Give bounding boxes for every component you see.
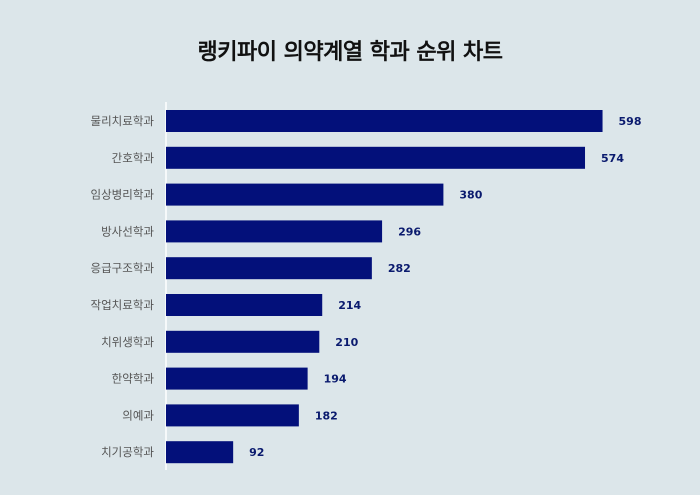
value-label: 210 — [335, 336, 358, 349]
value-label: 296 — [398, 225, 421, 238]
bar-1 — [166, 110, 603, 132]
category-label: 물리치료학과 — [91, 114, 155, 128]
bar-6 — [166, 294, 323, 316]
value-label: 194 — [324, 373, 347, 386]
category-label: 응급구조학과 — [91, 261, 155, 275]
value-label: 574 — [601, 152, 624, 165]
bar-5 — [166, 257, 372, 280]
bars-group: 물리치료학과 598 간호학과 574 임상병리학과 380 방사선학과 296 응급구조학과 2… — [91, 110, 642, 464]
category-label: 방사선학과 — [101, 224, 154, 238]
category-label: 한약학과 — [112, 372, 155, 386]
value-label: 92 — [249, 446, 264, 459]
chart-title: 랭키파이 의약계열 학과 순위 차트 — [197, 40, 504, 65]
bar-7 — [166, 330, 320, 353]
category-label: 의예과 — [122, 408, 154, 422]
value-label: 380 — [459, 189, 482, 202]
value-label: 214 — [338, 299, 361, 312]
value-label: 282 — [388, 262, 411, 275]
category-label: 임상병리학과 — [91, 188, 155, 202]
bar-2 — [166, 146, 586, 169]
category-label: 치기공학과 — [101, 445, 154, 459]
category-label: 작업치료학과 — [91, 298, 155, 312]
bar-3 — [166, 183, 444, 206]
category-label: 치위생학과 — [101, 335, 154, 349]
value-label: 598 — [619, 115, 642, 128]
value-label: 182 — [315, 409, 338, 422]
bar-4 — [166, 220, 383, 243]
bar-8 — [166, 367, 308, 390]
category-label: 간호학과 — [112, 151, 155, 165]
bar-9 — [166, 404, 299, 427]
bar-10 — [166, 441, 234, 464]
